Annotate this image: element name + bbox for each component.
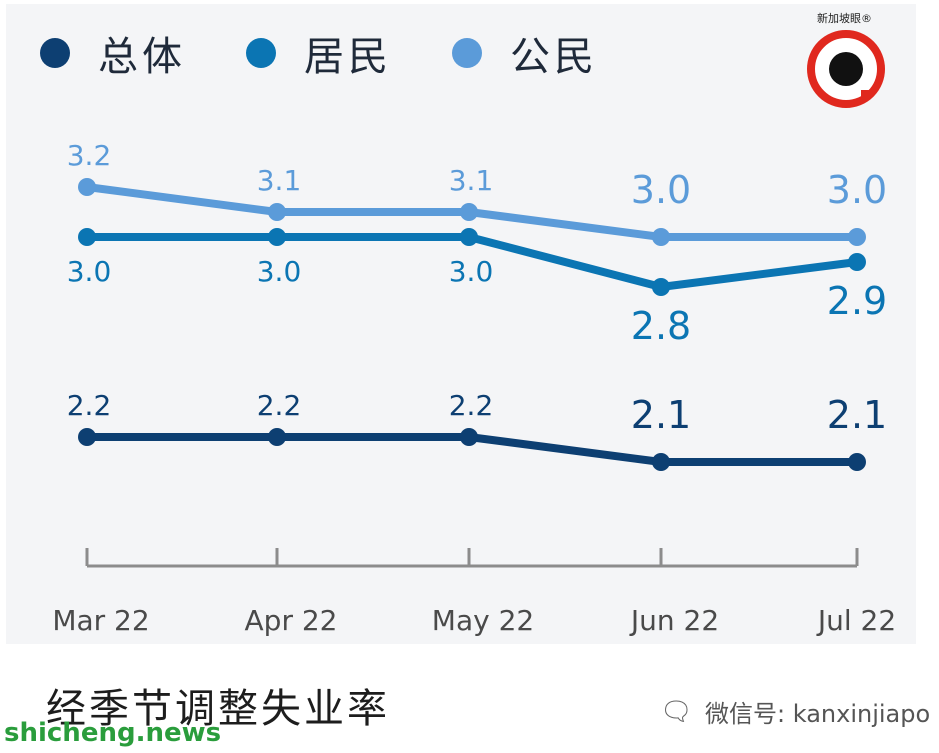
- data-label: 3.1: [449, 164, 494, 197]
- data-point: [78, 178, 96, 196]
- legend-label-overall: 总体: [98, 34, 186, 80]
- data-point: [78, 428, 96, 446]
- data-point: [848, 453, 866, 471]
- x-tick-label: May 22: [432, 604, 534, 637]
- wechat-label: 微信号: kanxinjiapo: [705, 700, 931, 728]
- x-tick-label: Apr 22: [245, 604, 338, 637]
- brand-logo-tail-icon: [861, 90, 875, 104]
- data-label: 2.2: [257, 389, 302, 422]
- legend-item-citizen: 公民: [452, 24, 598, 82]
- chart-legend: 总体 居民 公民: [40, 24, 658, 82]
- brand-logo-ring-icon: [807, 30, 885, 108]
- wechat-id: 🗨 微信号: kanxinjiapo: [660, 694, 930, 729]
- x-tick-label: Jul 22: [816, 604, 896, 637]
- watermark: shicheng.news: [4, 718, 222, 748]
- data-label: 2.1: [631, 393, 691, 437]
- legend-label-resident: 居民: [304, 34, 392, 80]
- data-label: 3.0: [827, 168, 887, 212]
- data-point: [460, 428, 478, 446]
- data-point: [268, 203, 286, 221]
- data-point: [460, 203, 478, 221]
- data-label: 3.2: [67, 139, 112, 172]
- data-point: [848, 253, 866, 271]
- data-label: 3.0: [257, 255, 302, 288]
- data-point: [268, 428, 286, 446]
- data-label: 3.0: [449, 255, 494, 288]
- chart-title: 经季节调整失业率: [46, 686, 390, 732]
- chart-panel: [6, 4, 916, 644]
- legend-item-overall: 总体: [40, 24, 186, 82]
- data-label: 2.9: [827, 279, 887, 323]
- x-tick-label: Jun 22: [629, 604, 719, 637]
- brand-logo: 新加坡眼®: [803, 10, 885, 110]
- data-point: [652, 228, 670, 246]
- brand-logo-text: 新加坡眼®: [817, 12, 872, 25]
- data-label: 3.0: [67, 255, 112, 288]
- data-point: [268, 228, 286, 246]
- wechat-icon: 🗨: [660, 696, 694, 727]
- data-point: [652, 453, 670, 471]
- data-point: [78, 228, 96, 246]
- data-point: [848, 228, 866, 246]
- data-point: [460, 228, 478, 246]
- brand-logo-eye-icon: [829, 52, 863, 86]
- data-point: [652, 278, 670, 296]
- data-label: 2.2: [449, 389, 494, 422]
- data-label: 2.2: [67, 389, 112, 422]
- data-label: 2.1: [827, 393, 887, 437]
- data-label: 2.8: [631, 304, 691, 348]
- data-label: 3.0: [631, 168, 691, 212]
- legend-swatch-overall: [40, 38, 70, 68]
- x-tick-label: Mar 22: [52, 604, 149, 637]
- legend-label-citizen: 公民: [510, 34, 598, 80]
- legend-item-resident: 居民: [246, 24, 392, 82]
- legend-swatch-resident: [246, 38, 276, 68]
- data-label: 3.1: [257, 164, 302, 197]
- legend-swatch-citizen: [452, 38, 482, 68]
